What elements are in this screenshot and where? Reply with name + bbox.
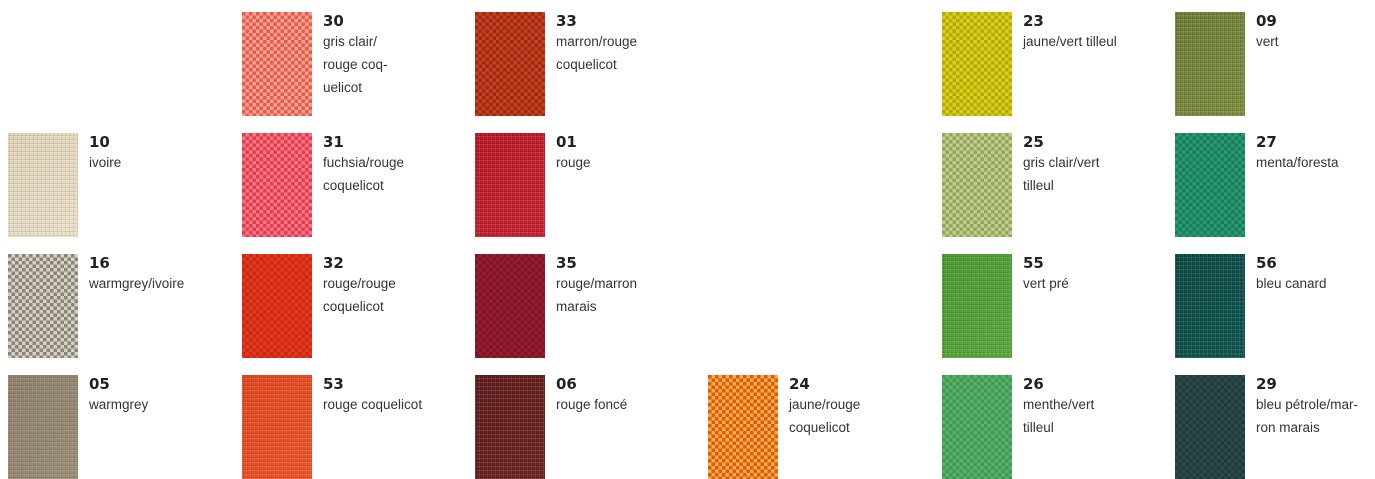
- swatch-code: 05: [89, 375, 110, 393]
- swatch-code: 55: [1023, 254, 1044, 272]
- swatch-code: 27: [1256, 133, 1277, 151]
- swatch-code: 06: [556, 375, 577, 393]
- swatch-name: menthe/vert tilleul: [1023, 397, 1095, 435]
- fabric-swatch-29[interactable]: [1175, 375, 1245, 479]
- swatch-name: rouge/rouge coquelicot: [323, 276, 396, 314]
- swatch-code: 29: [1256, 375, 1277, 393]
- swatch-code: 30: [323, 12, 344, 30]
- swatch-code: 32: [323, 254, 344, 272]
- fabric-swatch-53[interactable]: [242, 375, 312, 479]
- fabric-swatch-56[interactable]: [1175, 254, 1245, 358]
- swatch-code: 33: [556, 12, 577, 30]
- swatch-code: 23: [1023, 12, 1044, 30]
- fabric-swatch-32[interactable]: [242, 254, 312, 358]
- fabric-swatch-35[interactable]: [475, 254, 545, 358]
- swatch-name: bleu pétrole/mar- ron marais: [1256, 397, 1359, 435]
- fabric-swatch-10[interactable]: [8, 133, 78, 237]
- swatch-name: rouge: [556, 155, 591, 170]
- swatch-code: 16: [89, 254, 110, 272]
- swatch-name: warmgrey/ivoire: [89, 276, 185, 291]
- fabric-swatch-25[interactable]: [942, 133, 1012, 237]
- swatch-name: vert: [1256, 34, 1279, 49]
- fabric-swatch-26[interactable]: [942, 375, 1012, 479]
- swatch-name: rouge foncé: [556, 397, 628, 412]
- swatch-name: rouge/marron marais: [556, 276, 638, 314]
- swatch-name: jaune/rouge coquelicot: [789, 397, 861, 435]
- swatch-name: jaune/vert tilleul: [1023, 34, 1117, 49]
- swatch-name: gris clair/vert tilleul: [1023, 155, 1100, 193]
- swatch-name: rouge coquelicot: [323, 397, 423, 412]
- swatch-name: gris clair/ rouge coq- uelicot: [323, 34, 388, 95]
- swatch-code: 10: [89, 133, 110, 151]
- swatch-code: 01: [556, 133, 577, 151]
- swatch-name: warmgrey: [89, 397, 149, 412]
- swatch-name: vert pré: [1023, 276, 1069, 291]
- swatch-name: fuchsia/rouge coquelicot: [323, 155, 405, 193]
- swatch-code: 24: [789, 375, 810, 393]
- swatch-code: 56: [1256, 254, 1277, 272]
- fabric-swatch-30[interactable]: [242, 12, 312, 116]
- fabric-swatch-27[interactable]: [1175, 133, 1245, 237]
- swatch-code: 31: [323, 133, 344, 151]
- fabric-swatch-01[interactable]: [475, 133, 545, 237]
- swatch-code: 53: [323, 375, 344, 393]
- fabric-swatch-24[interactable]: [708, 375, 778, 479]
- swatch-code: 26: [1023, 375, 1044, 393]
- fabric-swatch-55[interactable]: [942, 254, 1012, 358]
- swatch-name: bleu canard: [1256, 276, 1327, 291]
- fabric-swatch-31[interactable]: [242, 133, 312, 237]
- fabric-swatch-09[interactable]: [1175, 12, 1245, 116]
- fabric-swatch-16[interactable]: [8, 254, 78, 358]
- swatch-code: 35: [556, 254, 577, 272]
- swatch-name: ivoire: [89, 155, 122, 170]
- fabric-swatch-06[interactable]: [475, 375, 545, 479]
- fabric-swatch-33[interactable]: [475, 12, 545, 116]
- swatch-code: 25: [1023, 133, 1044, 151]
- swatch-name: marron/rouge coquelicot: [556, 34, 638, 72]
- swatch-code: 09: [1256, 12, 1277, 30]
- fabric-swatch-05[interactable]: [8, 375, 78, 479]
- fabric-swatch-23[interactable]: [942, 12, 1012, 116]
- swatch-name: menta/foresta: [1256, 155, 1339, 170]
